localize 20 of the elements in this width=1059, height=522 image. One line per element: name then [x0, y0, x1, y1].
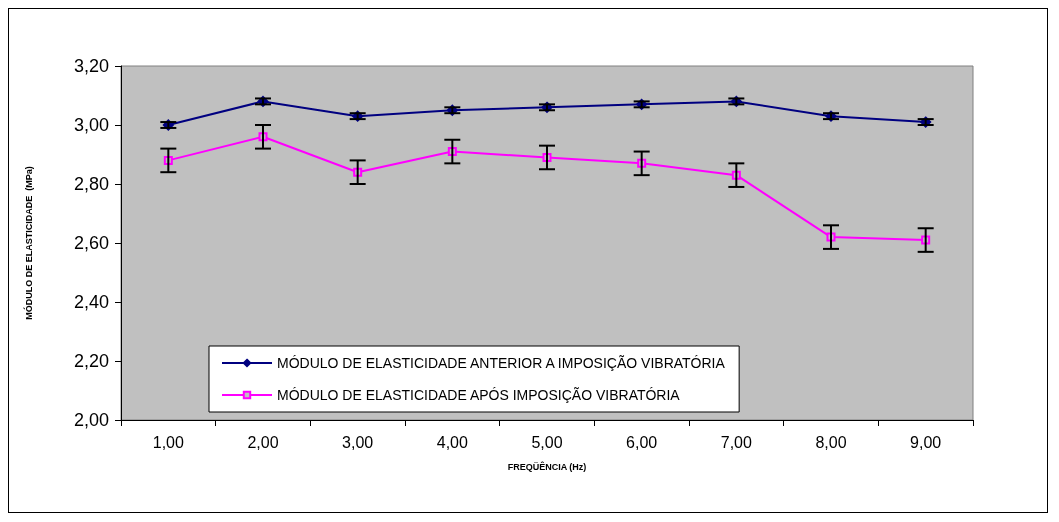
x-tick-label: 6,00: [626, 433, 658, 451]
y-tick-label: 2,80: [73, 174, 109, 194]
y-tick-label: 3,20: [73, 56, 109, 76]
y-tick-label: 2,40: [73, 292, 109, 312]
y-tick-label: 2,20: [73, 351, 109, 371]
x-tick-label: 5,00: [531, 433, 563, 451]
x-tick-label: 1,00: [152, 433, 185, 451]
y-tick-label: 2,60: [73, 233, 109, 253]
x-axis-title: FREQÜÊNCIA (Hz): [507, 460, 587, 472]
y-tick-label: 3,00: [73, 115, 109, 135]
x-tick-label: 8,00: [815, 433, 847, 451]
legend-label: MÓDULO DE ELASTICIDADE ANTERIOR A IMPOSIÇÃO VIBRATÓRIA: [277, 355, 726, 371]
x-tick-label: 3,00: [342, 433, 374, 451]
x-tick-label: 4,00: [436, 433, 469, 451]
x-tick-label: 9,00: [910, 433, 942, 451]
legend-label: MÓDULO DE ELASTICIDADE APÓS IMPOSIÇÃO VIBRATÓRIA: [277, 387, 681, 403]
y-tick-label: 2,00: [73, 410, 109, 430]
x-tick-label: 7,00: [720, 433, 753, 451]
y-axis-title: MÓDULO DE ELASTICIDADE (MPa): [22, 166, 34, 320]
x-tick-label: 2,00: [247, 433, 279, 451]
